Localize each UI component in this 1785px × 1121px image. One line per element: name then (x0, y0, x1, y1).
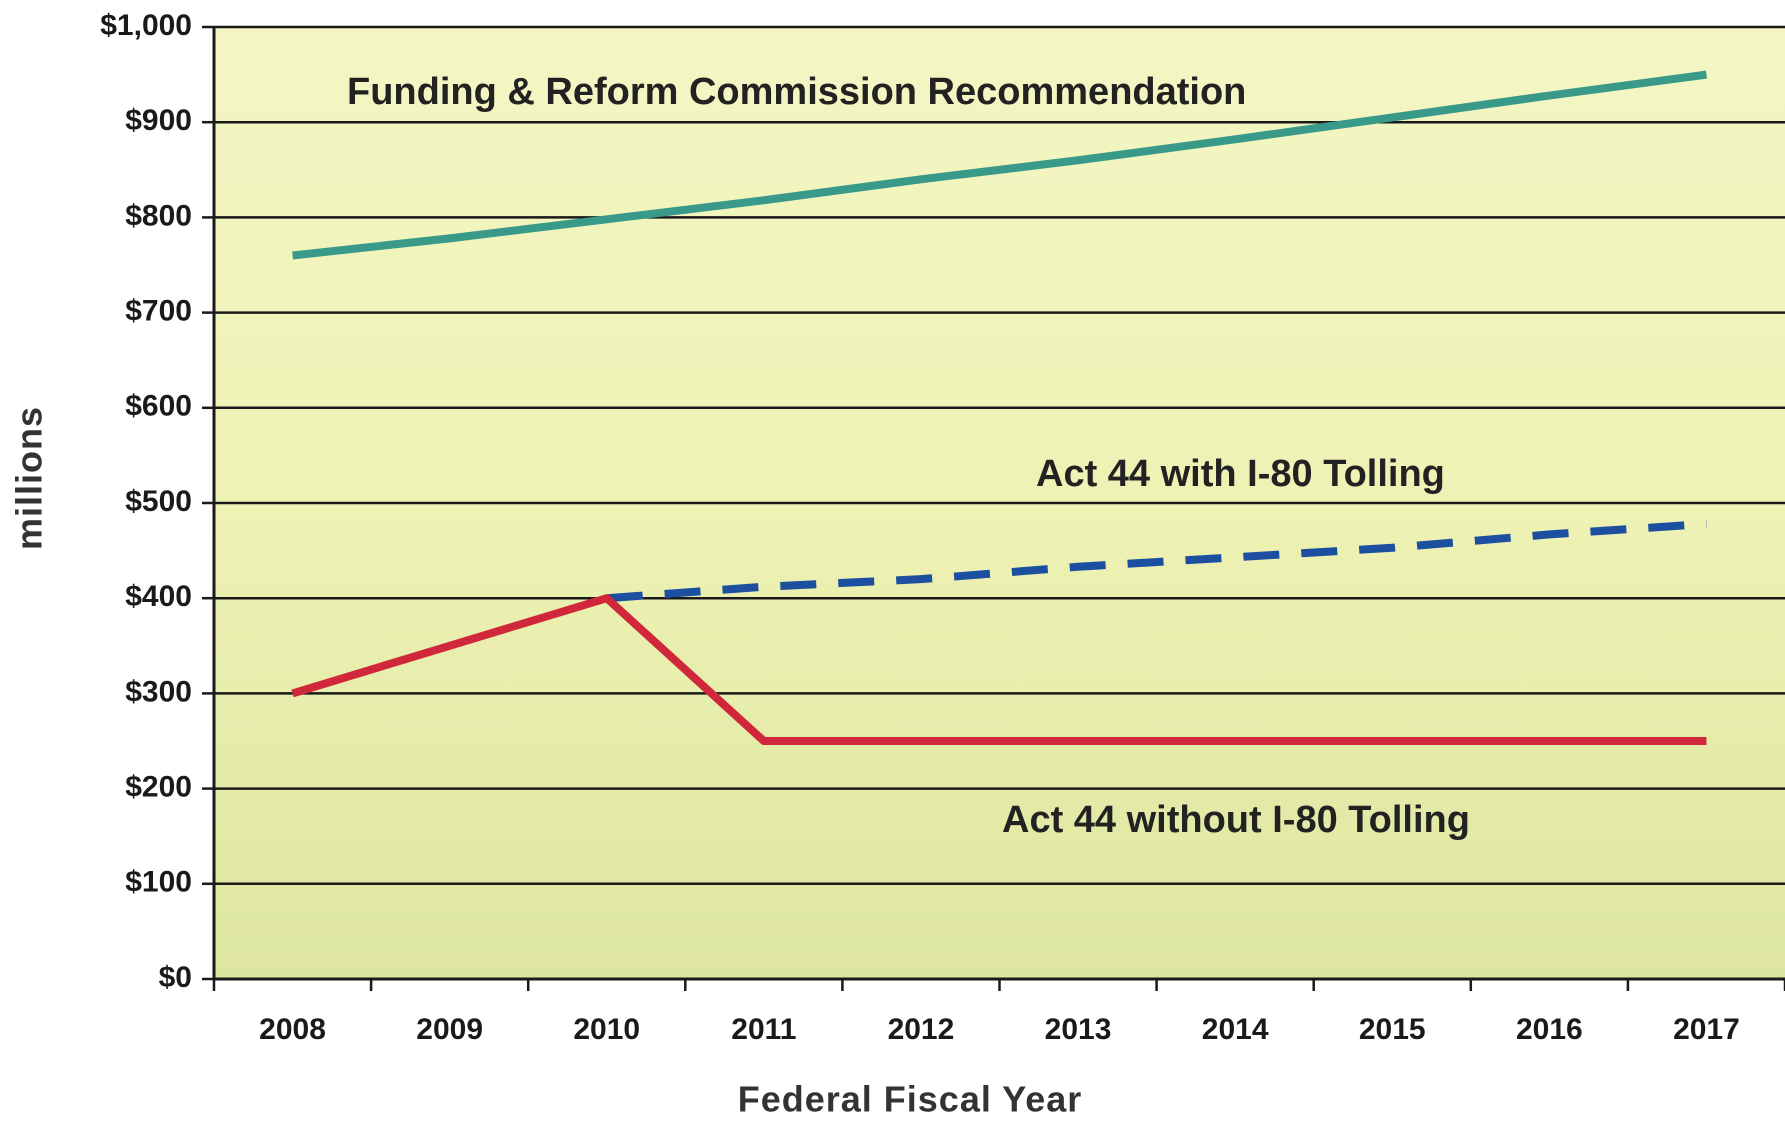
y-tick-label: $0 (159, 961, 192, 994)
y-tick-label: $1,000 (100, 9, 192, 42)
series-label: Act 44 without I-80 Tolling (1002, 799, 1470, 841)
y-tick-label: $700 (125, 295, 192, 328)
series-line (292, 70, 1707, 260)
x-tick-label: 2009 (416, 1013, 483, 1046)
y-tick-label: $800 (125, 199, 192, 232)
x-tick-label: 2008 (259, 1013, 326, 1046)
y-tick-label: $900 (125, 104, 192, 137)
series-label: Act 44 with I-80 Tolling (1036, 453, 1445, 495)
x-tick-label: 2014 (1202, 1013, 1269, 1046)
y-tick-label: $100 (125, 866, 192, 899)
y-tick-label: $500 (125, 485, 192, 518)
x-tick-label: 2017 (1673, 1013, 1740, 1046)
x-tick-label: 2010 (573, 1013, 640, 1046)
y-tick-label: $600 (125, 390, 192, 423)
y-tick-label: $400 (125, 580, 192, 613)
y-axis-title: millions (9, 406, 50, 550)
y-tick-label: $200 (125, 771, 192, 804)
x-tick-label: 2015 (1359, 1013, 1426, 1046)
x-tick-label: 2011 (731, 1013, 796, 1046)
x-tick-label: 2016 (1516, 1013, 1583, 1046)
x-tick-label: 2012 (888, 1013, 955, 1046)
x-tick-label: 2013 (1045, 1013, 1112, 1046)
y-tick-label: $300 (125, 675, 192, 708)
series-line (291, 594, 1707, 745)
series-label: Funding & Reform Commission Recommendati… (347, 71, 1246, 113)
x-axis-title: Federal Fiscal Year (738, 1079, 1083, 1120)
series-line (606, 519, 1707, 603)
